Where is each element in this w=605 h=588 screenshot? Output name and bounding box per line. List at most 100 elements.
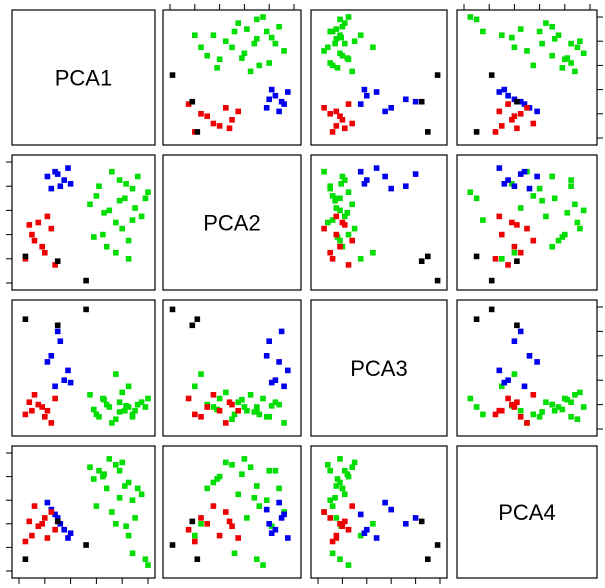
point-red-41	[44, 407, 51, 414]
point-green-9	[87, 201, 93, 208]
point-blue-26	[505, 177, 511, 183]
point-green-11	[109, 509, 115, 515]
point-red-36	[524, 105, 530, 111]
point-black-43	[189, 322, 196, 329]
point-green-17	[467, 189, 474, 195]
point-blue-26	[61, 177, 67, 183]
point-blue-31	[501, 86, 508, 93]
point-red-42	[514, 399, 520, 405]
panel-PCA4-vs-PCA4: PCA4	[456, 445, 598, 579]
point-blue-27	[48, 353, 55, 359]
point-black-45	[194, 556, 201, 562]
point-red-38	[511, 404, 518, 410]
point-red-36	[321, 225, 327, 232]
point-black-43	[54, 518, 61, 525]
point-red-41	[333, 535, 340, 541]
point-green-5	[276, 485, 282, 492]
point-blue-28	[373, 535, 380, 541]
point-green-17	[260, 395, 266, 402]
point-blue-32	[278, 328, 285, 335]
point-green-15	[266, 60, 272, 66]
point-green-21	[129, 550, 136, 557]
point-red-40	[349, 503, 355, 509]
point-blue-26	[364, 526, 370, 533]
point-green-22	[101, 396, 107, 403]
point-blue-26	[61, 377, 67, 383]
point-green-11	[321, 168, 327, 175]
point-red-40	[31, 237, 38, 244]
point-green-13	[103, 401, 110, 408]
point-green-22	[564, 55, 571, 61]
point-black-45	[22, 253, 29, 260]
point-green-10	[235, 491, 241, 498]
point-green-9	[87, 464, 93, 470]
diagonal-label-PCA1: PCA1	[55, 66, 112, 91]
point-black-45	[425, 129, 431, 135]
point-green-3	[263, 497, 270, 503]
point-green-19	[125, 383, 132, 390]
point-blue-25	[521, 168, 528, 175]
point-green-11	[109, 420, 115, 426]
point-green-16	[254, 404, 260, 410]
point-green-6	[229, 462, 235, 468]
point-red-38	[204, 113, 210, 119]
point-green-8	[210, 32, 217, 38]
point-green-19	[357, 32, 364, 38]
point-green-11	[524, 48, 530, 54]
point-black-45	[22, 316, 29, 322]
point-green-5	[339, 173, 346, 180]
point-green-18	[198, 44, 204, 51]
point-green-24	[123, 181, 129, 187]
point-green-13	[549, 401, 555, 408]
point-blue-31	[361, 86, 368, 93]
point-red-38	[337, 113, 343, 119]
point-green-7	[530, 62, 537, 69]
point-black-45	[473, 316, 480, 322]
point-green-6	[229, 44, 235, 51]
point-green-7	[329, 193, 336, 199]
point-green-0	[116, 177, 123, 183]
point-green-19	[125, 532, 132, 539]
point-red-37	[329, 129, 336, 135]
point-red-36	[223, 105, 229, 111]
point-green-13	[339, 52, 346, 59]
point-green-24	[123, 523, 129, 529]
point-blue-28	[285, 367, 291, 374]
point-green-21	[129, 411, 136, 418]
point-blue-30	[276, 108, 282, 115]
point-green-6	[113, 219, 119, 226]
point-green-3	[129, 185, 136, 192]
point-blue-28	[373, 165, 380, 171]
point-green-24	[338, 34, 344, 41]
point-red-42	[226, 125, 233, 132]
point-green-6	[574, 219, 581, 226]
point-red-33	[499, 231, 505, 238]
point-green-18	[198, 371, 204, 377]
point-green-7	[256, 503, 263, 509]
point-red-40	[31, 503, 38, 509]
point-blue-32	[517, 328, 524, 335]
point-blue-29	[403, 96, 409, 103]
point-green-12	[119, 459, 125, 466]
point-green-23	[251, 495, 258, 501]
point-green-17	[345, 189, 352, 195]
point-red-36	[48, 225, 55, 232]
point-red-33	[29, 231, 35, 238]
point-red-42	[342, 125, 348, 132]
point-red-38	[337, 243, 343, 250]
point-black-43	[418, 258, 425, 264]
point-black-43	[189, 518, 196, 525]
panel-PCA3-vs-PCA4	[456, 299, 598, 437]
point-red-36	[321, 105, 327, 111]
point-green-23	[539, 197, 545, 204]
point-green-10	[543, 213, 549, 220]
point-green-17	[345, 14, 352, 20]
point-red-41	[496, 108, 503, 115]
panel-frame	[11, 299, 156, 437]
point-green-23	[332, 40, 338, 47]
point-green-23	[332, 495, 338, 501]
point-green-1	[551, 407, 558, 414]
point-green-0	[568, 40, 574, 47]
point-green-16	[473, 16, 480, 23]
point-green-3	[263, 28, 270, 35]
